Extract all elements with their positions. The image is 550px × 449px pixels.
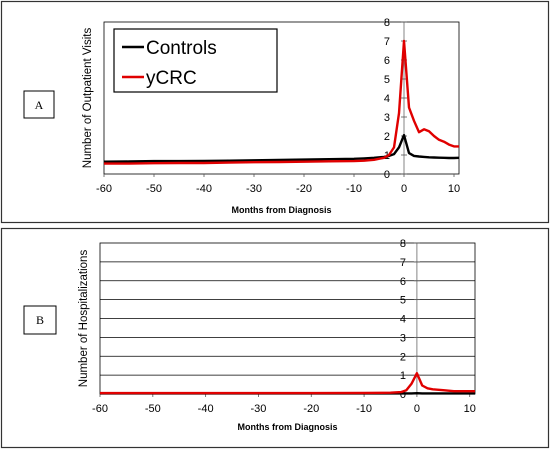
x-tick-label: 10 bbox=[464, 403, 476, 415]
x-tick-label: -10 bbox=[346, 183, 362, 195]
series-line-ycrc bbox=[100, 372, 475, 395]
x-tick-label: -10 bbox=[356, 403, 372, 415]
series-line-ycrc bbox=[104, 39, 459, 165]
plot-area bbox=[103, 21, 460, 175]
x-tick-label: -30 bbox=[246, 183, 262, 195]
y-tick-label: 6 bbox=[384, 55, 390, 67]
legend-box bbox=[113, 28, 278, 93]
x-tick-label: -50 bbox=[146, 183, 162, 195]
panel-a-label-box bbox=[23, 90, 55, 119]
x-tick-label: 10 bbox=[448, 183, 460, 195]
panel-a-label: A bbox=[35, 98, 44, 112]
y-tick-label: 0 bbox=[384, 169, 390, 181]
y-tick-label: 8 bbox=[384, 17, 390, 29]
y-tick-label: 4 bbox=[384, 93, 390, 105]
y-axis-label: Number of Hospitalizations bbox=[78, 250, 90, 388]
x-tick-label: 0 bbox=[414, 403, 420, 415]
y-tick-label: 4 bbox=[400, 314, 406, 326]
x-tick-label: -50 bbox=[145, 403, 161, 415]
y-tick-label: 0 bbox=[400, 389, 406, 401]
x-tick-label: -30 bbox=[250, 403, 266, 415]
y-tick-label: 7 bbox=[384, 36, 390, 48]
y-tick-label: 5 bbox=[400, 295, 406, 307]
panel-b-label-box bbox=[23, 305, 57, 335]
y-axis-label: Number of Outpatient Visits bbox=[82, 28, 94, 169]
y-tick-label: 1 bbox=[400, 370, 406, 382]
x-tick-label: -60 bbox=[92, 403, 108, 415]
y-tick-label: 2 bbox=[400, 351, 406, 363]
y-tick-label: 7 bbox=[400, 257, 406, 269]
x-tick-label: -20 bbox=[296, 183, 312, 195]
y-tick-label: 5 bbox=[384, 74, 390, 86]
legend-label: Controls bbox=[146, 38, 217, 59]
panel-b-frame bbox=[0, 227, 550, 449]
legend-label: yCRC bbox=[146, 68, 197, 89]
x-tick-label: -40 bbox=[198, 403, 214, 415]
y-tick-label: 8 bbox=[400, 238, 406, 250]
y-tick-label: 3 bbox=[384, 112, 390, 124]
x-tick-label: -20 bbox=[303, 403, 319, 415]
x-tick-label: -60 bbox=[96, 183, 112, 195]
y-tick-label: 2 bbox=[384, 131, 390, 143]
x-tick-label: -40 bbox=[196, 183, 212, 195]
x-tick-label: 0 bbox=[401, 183, 407, 195]
panel-b-chart: 0 1 2 3 4 5 6 7 8 -60 -50 -40 -30 -20 -10 0 10 Months fro… bbox=[78, 238, 476, 432]
y-tick-label: 6 bbox=[400, 276, 406, 288]
x-axis-label: Months from Diagnosis bbox=[237, 422, 337, 432]
x-axis-label: Months from Diagnosis bbox=[231, 205, 331, 215]
panel-b-label: B bbox=[36, 313, 44, 327]
y-tick-label: 3 bbox=[400, 332, 406, 344]
